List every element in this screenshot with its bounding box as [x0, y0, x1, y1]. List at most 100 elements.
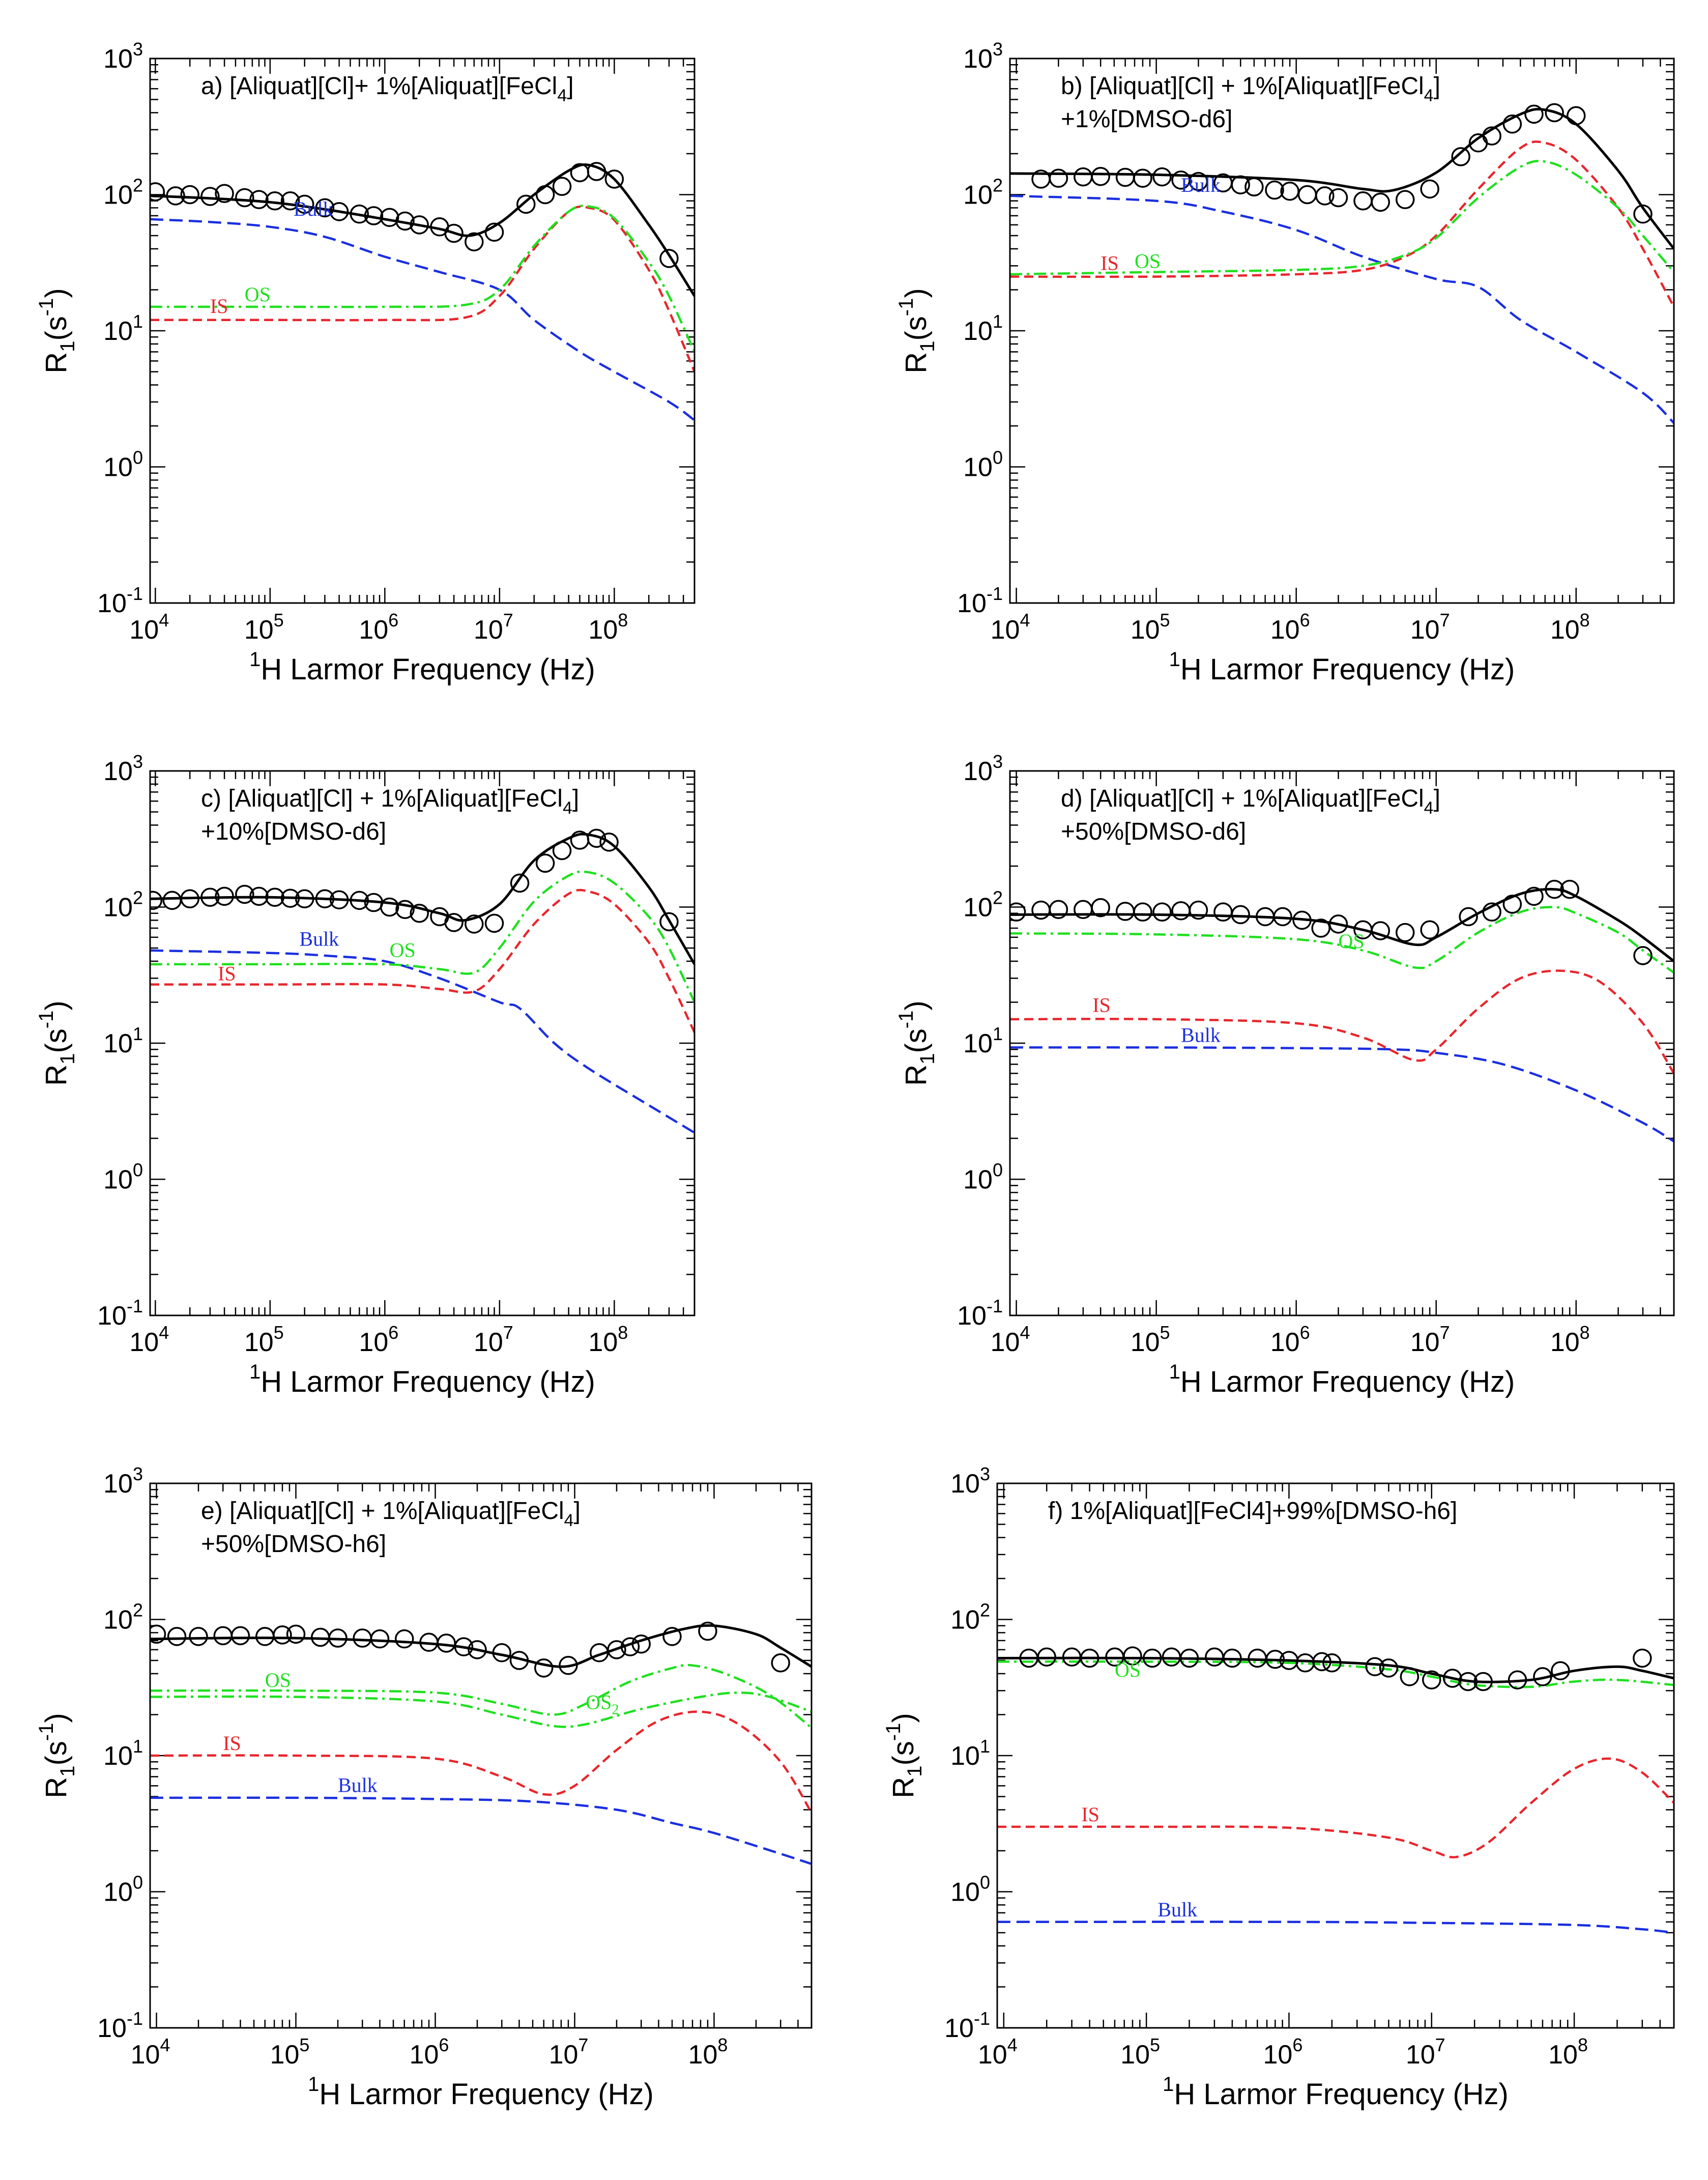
- curve-label-bulk: Bulk: [294, 197, 333, 220]
- curve-label-is: IS: [223, 1732, 241, 1755]
- series-line-os: [997, 1660, 1674, 1688]
- data-point: [1312, 1652, 1331, 1672]
- data-point: [328, 1628, 348, 1648]
- curve-label-os: OS: [245, 283, 271, 306]
- data-point: [631, 1634, 651, 1654]
- data-point: [1091, 898, 1110, 917]
- series-line-total: [150, 833, 694, 965]
- data-point: [552, 177, 572, 196]
- data-point: [1422, 1670, 1441, 1689]
- data-markers: [150, 828, 679, 934]
- y-tick-label: 101: [103, 311, 143, 346]
- curve-label-bulk: Bulk: [1157, 1898, 1197, 1921]
- curve-label-is: IS: [1101, 251, 1119, 274]
- data-point: [1223, 1648, 1242, 1668]
- data-point: [215, 184, 234, 203]
- data-point: [535, 185, 555, 205]
- data-point: [235, 884, 254, 904]
- y-tick-label: 102: [963, 887, 1003, 923]
- y-tick-label: 10-1: [97, 583, 143, 618]
- data-point: [1371, 921, 1391, 940]
- data-point: [1395, 190, 1415, 209]
- data-point: [509, 1651, 529, 1670]
- data-point: [273, 1625, 292, 1645]
- x-tick-label: 108: [588, 1322, 628, 1357]
- data-point: [364, 206, 384, 225]
- data-point: [1133, 168, 1152, 188]
- data-point: [1049, 900, 1068, 919]
- y-tick-label: 101: [103, 1023, 143, 1058]
- chart-panel-c: 104 105 106 107 108 10-1 100 101 102 103 1H Larmor…: [35, 751, 696, 1398]
- x-tick-label: 104: [131, 2034, 170, 2070]
- panel-title: a) [Aliquat][Cl]+ 1%[Aliquat][FeCl4]: [201, 73, 574, 105]
- series-line-bulk: [1010, 1046, 1674, 1142]
- data-point: [280, 888, 300, 908]
- series-lines: [150, 163, 694, 421]
- x-tick-label: 108: [1550, 610, 1590, 645]
- data-point: [370, 1629, 390, 1649]
- x-tick-label: 105: [1131, 1322, 1170, 1357]
- data-point: [1265, 1649, 1285, 1669]
- data-point: [1502, 895, 1522, 914]
- data-point: [1162, 1647, 1181, 1667]
- x-tick-label: 108: [688, 2034, 728, 2070]
- series-line-total: [150, 163, 694, 297]
- panel-title: f) 1%[Aliquat][FeCl4]+99%[DMSO-h6]: [1048, 1498, 1457, 1525]
- y-tick-label: 103: [103, 751, 143, 786]
- data-point: [510, 873, 530, 893]
- y-axis-title: R1(s-1): [35, 288, 79, 373]
- y-tick-label: 100: [963, 1160, 1003, 1195]
- panel-title: e) [Aliquat][Cl] + 1%[Aliquat][FeCl4]: [201, 1498, 581, 1530]
- data-point: [1115, 902, 1135, 921]
- data-point: [468, 1640, 487, 1659]
- series-line-bulk: [150, 1796, 812, 1866]
- series-line-is: [997, 1757, 1674, 1858]
- data-point: [1244, 177, 1264, 197]
- data-point: [150, 1624, 166, 1644]
- y-tick-label: 101: [963, 1023, 1003, 1058]
- data-point: [180, 185, 199, 205]
- data-point: [295, 889, 314, 909]
- y-axis-title: R1(s-1): [35, 1000, 79, 1085]
- data-point: [559, 1655, 578, 1675]
- series-lines: [150, 833, 694, 1134]
- series-line-os: [1010, 906, 1674, 974]
- data-point: [444, 223, 464, 243]
- x-tick-label: 104: [991, 1322, 1030, 1357]
- curve-label-os: OS2: [586, 1690, 619, 1717]
- chart-panel-b: 104 105 106 107 108 10-1 100 101 102 103 1H Larmor…: [895, 39, 1675, 686]
- y-tick-label: 101: [963, 311, 1003, 346]
- data-point: [1633, 946, 1653, 965]
- data-point: [1328, 914, 1348, 934]
- data-point: [235, 188, 254, 208]
- data-point: [150, 182, 165, 202]
- x-tick-label: 107: [474, 1322, 513, 1357]
- panel-title-line2: +50%[DMSO-d6]: [1061, 818, 1246, 845]
- series-line-os: [150, 870, 694, 1003]
- data-point: [1231, 175, 1250, 195]
- data-point: [454, 1637, 474, 1656]
- data-point: [1560, 879, 1579, 899]
- data-point: [1091, 167, 1110, 186]
- data-markers: [150, 162, 679, 268]
- data-point: [587, 162, 606, 181]
- series-line-is: [1010, 140, 1674, 307]
- series-line-os: [1010, 160, 1674, 276]
- y-tick-label: 103: [103, 1464, 143, 1499]
- y-axis-title: R1(s-1): [895, 288, 939, 373]
- x-tick-label: 104: [129, 1322, 169, 1357]
- data-point: [1482, 902, 1501, 922]
- data-point: [1049, 168, 1068, 188]
- data-point: [1133, 902, 1152, 922]
- x-tick-label: 108: [1548, 2034, 1588, 2070]
- data-point: [1037, 1647, 1056, 1667]
- data-point: [1400, 1667, 1420, 1686]
- x-tick-label: 104: [129, 610, 169, 645]
- series-line-bulk: [1010, 194, 1674, 424]
- data-point: [1545, 879, 1564, 899]
- axis-ticks: [149, 58, 696, 604]
- data-point: [215, 886, 234, 906]
- data-point: [395, 211, 415, 231]
